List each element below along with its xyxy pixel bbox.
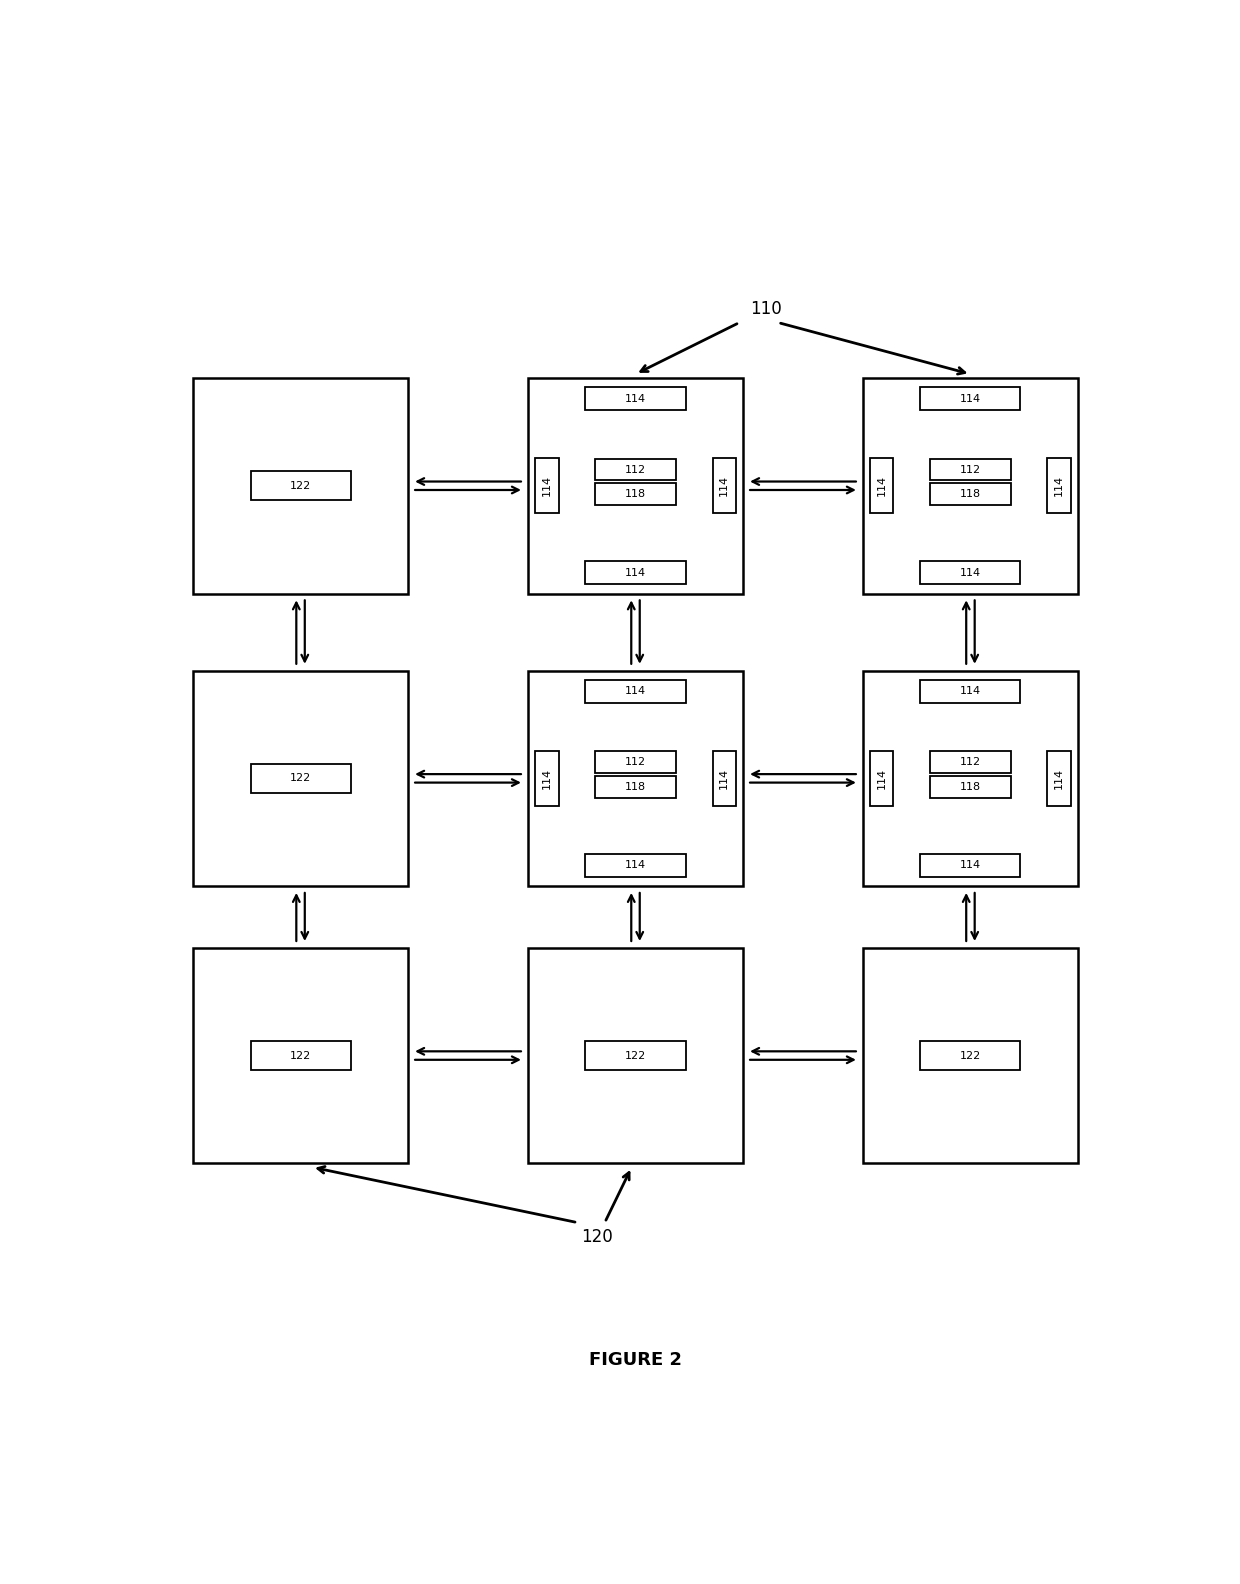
- Text: 120: 120: [582, 1228, 613, 1245]
- Text: 114: 114: [719, 768, 729, 789]
- Text: 114: 114: [625, 394, 646, 404]
- Text: 114: 114: [877, 475, 887, 496]
- Text: 122: 122: [290, 482, 311, 491]
- Bar: [585, 680, 686, 703]
- Bar: [1048, 458, 1070, 513]
- Bar: [585, 1041, 686, 1071]
- Bar: [536, 458, 558, 513]
- Bar: [713, 751, 735, 806]
- Bar: [870, 458, 894, 513]
- Bar: [528, 670, 743, 885]
- Text: 114: 114: [1054, 475, 1064, 496]
- Bar: [870, 751, 894, 806]
- Text: 114: 114: [625, 686, 646, 697]
- Text: 110: 110: [750, 299, 782, 318]
- Bar: [536, 751, 558, 806]
- Bar: [250, 763, 351, 794]
- Text: 112: 112: [625, 464, 646, 475]
- Bar: [595, 483, 676, 505]
- Text: 118: 118: [960, 782, 981, 792]
- Bar: [863, 379, 1079, 594]
- Text: 122: 122: [290, 773, 311, 784]
- Bar: [930, 459, 1011, 480]
- Text: 122: 122: [960, 1050, 981, 1061]
- Bar: [920, 561, 1021, 584]
- Bar: [930, 776, 1011, 798]
- Bar: [920, 386, 1021, 410]
- Bar: [250, 470, 351, 501]
- Text: 122: 122: [625, 1050, 646, 1061]
- Bar: [585, 561, 686, 584]
- Bar: [595, 776, 676, 798]
- Text: 114: 114: [960, 394, 981, 404]
- Bar: [863, 670, 1079, 885]
- Bar: [920, 680, 1021, 703]
- Bar: [920, 1041, 1021, 1071]
- Bar: [713, 458, 735, 513]
- Bar: [528, 379, 743, 594]
- Text: 114: 114: [625, 567, 646, 578]
- Text: 114: 114: [960, 567, 981, 578]
- Bar: [1048, 751, 1070, 806]
- Bar: [863, 947, 1079, 1163]
- Text: 118: 118: [625, 489, 646, 499]
- Text: 114: 114: [960, 686, 981, 697]
- Bar: [595, 751, 676, 773]
- Text: 114: 114: [625, 860, 646, 870]
- Text: 114: 114: [1054, 768, 1064, 789]
- Text: 112: 112: [960, 464, 981, 475]
- Text: 114: 114: [960, 860, 981, 870]
- Text: 114: 114: [877, 768, 887, 789]
- Bar: [585, 386, 686, 410]
- Text: 114: 114: [542, 475, 552, 496]
- Text: 114: 114: [719, 475, 729, 496]
- Bar: [250, 1041, 351, 1071]
- Bar: [192, 379, 408, 594]
- Text: 118: 118: [625, 782, 646, 792]
- Text: 112: 112: [625, 757, 646, 767]
- Bar: [595, 459, 676, 480]
- Bar: [585, 854, 686, 878]
- Text: 118: 118: [960, 489, 981, 499]
- Text: 114: 114: [542, 768, 552, 789]
- Bar: [930, 751, 1011, 773]
- Text: 112: 112: [960, 757, 981, 767]
- Text: FIGURE 2: FIGURE 2: [589, 1351, 682, 1369]
- Text: 122: 122: [290, 1050, 311, 1061]
- Bar: [920, 854, 1021, 878]
- Bar: [930, 483, 1011, 505]
- Bar: [528, 947, 743, 1163]
- Bar: [192, 670, 408, 885]
- Bar: [192, 947, 408, 1163]
